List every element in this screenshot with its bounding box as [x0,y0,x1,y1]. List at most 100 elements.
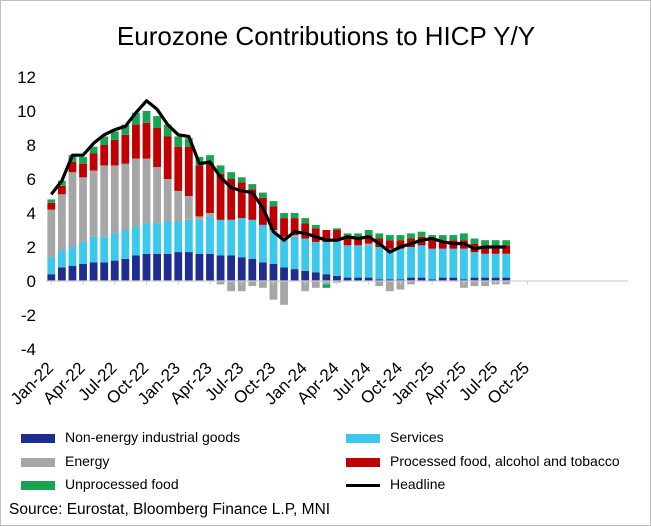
bar-segment [502,277,511,281]
bar-segment [280,281,288,305]
bar-segment [481,281,489,287]
bar-segment [110,233,119,261]
bar-segment [460,233,468,241]
bar-segment [79,163,87,178]
bar-segment [206,155,214,164]
bar-segment [237,177,246,183]
bar-segment [195,216,204,220]
bar-segment [248,281,257,287]
bar-segment [364,277,373,281]
bar-segment [438,235,447,241]
bar-segment [354,233,363,237]
bar-segment [375,233,384,239]
bar-segment [417,231,426,237]
bar-segment [89,146,98,154]
bar-segment [89,170,98,237]
bar-segment [216,255,225,281]
legend-item-services-label: Services [390,429,444,445]
bar-segment [132,226,140,256]
bar-segment [184,138,193,147]
bar-segment [491,253,500,278]
bar-segment [481,253,489,278]
bar-segment [110,165,119,234]
source-note: Source: Eurostat, Bloomberg Finance L.P,… [9,501,331,518]
bar-segment [110,131,119,140]
bar-segment [502,245,511,254]
bar-segment [100,145,109,166]
legend-item-energy-swatch [21,458,55,467]
bar-segment [385,248,394,280]
bar-segment [227,255,236,281]
bar-segment [153,128,161,168]
bar-segment [407,233,415,239]
bar-segment [449,277,458,281]
bar-segment [153,167,161,224]
bar-segment [280,267,288,281]
legend-item-unprocessed-food-label: Unprocessed food [65,476,179,492]
bar-segment [153,253,161,281]
bar-segment [311,281,320,288]
bar-segment [258,262,267,281]
bar-segment [163,136,172,179]
bar-segment [343,233,352,237]
bar-segment [322,230,331,242]
bar-segment [375,247,384,280]
bar-segment [100,136,109,145]
bar-segment [227,172,236,179]
bar-segment [47,274,56,281]
bar-segment [470,252,479,278]
bar-segment [396,235,405,241]
bar-segment [57,267,66,281]
bar-segment [174,136,183,147]
bar-segment [301,238,310,271]
bar-segment [132,255,140,281]
bar-segment [100,262,109,281]
bar-segment [343,236,352,246]
bar-segment [301,281,310,292]
bar-segment [47,257,56,275]
bar-segment [502,281,511,285]
bar-segment [491,240,500,246]
bar-segment [110,260,119,281]
bar-segment [311,272,320,281]
bar-segment [280,218,288,237]
bar-segment [258,192,267,198]
bar-segment [364,230,373,236]
bar-segment [438,240,447,249]
bar-segment [481,240,489,246]
bar-segment [269,230,278,264]
bar-segment [290,269,299,281]
bar-segment [460,248,468,280]
bar-segment [491,245,500,254]
bar-segment [491,277,500,281]
bar-segment [385,240,394,249]
bar-segment [237,218,246,258]
bar-segment [407,277,415,281]
bar-segment [227,179,236,220]
bar-segment [174,252,183,281]
bar-segment [121,163,130,230]
bar-segment [248,184,257,190]
bar-segment [343,277,352,281]
y-tick-label: 8 [27,136,36,155]
bar-segment [68,172,77,247]
bar-segment [57,250,66,268]
bar-segment [438,248,447,278]
bar-segment [79,177,87,242]
bar-segment [132,158,140,227]
bar-segment [153,116,161,128]
bar-segment [47,199,56,203]
y-tick-label: 4 [27,204,36,223]
bar-segment [216,165,225,174]
bar-segment [68,162,77,173]
bar-segment [396,240,405,249]
bar-segment [110,139,119,166]
bar-segment [121,134,130,164]
bar-segment [216,219,225,256]
bar-segment [481,277,489,281]
bar-segment [184,146,193,196]
y-tick-label: -2 [21,306,36,325]
bar-segment [333,275,341,281]
bar-segment [121,124,130,135]
